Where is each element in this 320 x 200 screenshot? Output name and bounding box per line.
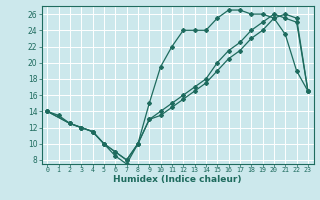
X-axis label: Humidex (Indice chaleur): Humidex (Indice chaleur) — [113, 175, 242, 184]
